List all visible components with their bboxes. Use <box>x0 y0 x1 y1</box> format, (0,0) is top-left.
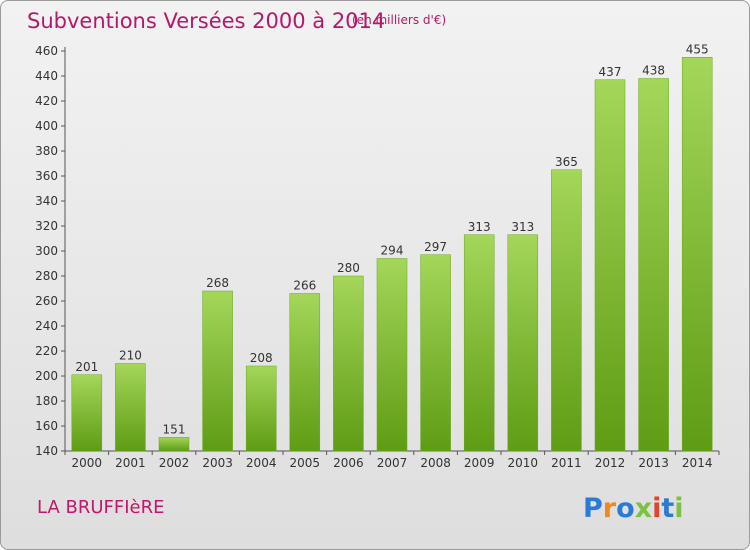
data-label: 280 <box>337 261 360 275</box>
y-tick-label: 420 <box>35 94 58 108</box>
bar <box>376 258 408 452</box>
data-label: 438 <box>642 64 665 78</box>
chart-unit: (en milliers d'€) <box>352 13 447 27</box>
y-tick-label: 360 <box>35 169 58 183</box>
x-tick-label: 2006 <box>333 456 364 470</box>
data-label: 365 <box>555 155 578 169</box>
data-label: 313 <box>468 220 491 234</box>
bar <box>420 254 451 452</box>
data-label: 437 <box>599 65 622 79</box>
commune-name: LA BRUFFIèRE <box>37 497 165 518</box>
chart-title: Subventions Versées 2000 à 2014 <box>27 9 386 33</box>
y-tick-label: 340 <box>35 194 58 208</box>
bar <box>289 293 321 452</box>
x-tick-label: 2003 <box>202 456 233 470</box>
bar <box>681 57 713 452</box>
y-tick-label: 160 <box>35 419 58 433</box>
x-tick-label: 2002 <box>159 456 190 470</box>
bar <box>463 234 495 452</box>
x-tick-label: 2000 <box>72 456 103 470</box>
y-tick-label: 460 <box>35 44 58 58</box>
data-label: 208 <box>250 351 273 365</box>
y-tick-label: 140 <box>35 444 58 458</box>
data-label: 151 <box>163 422 186 436</box>
y-tick-label: 180 <box>35 394 58 408</box>
proxiti-logo: Proxiti <box>583 493 684 524</box>
bar <box>551 169 582 452</box>
y-tick-label: 380 <box>35 144 58 158</box>
x-tick-label: 2005 <box>290 456 321 470</box>
svg-text:Proxiti: Proxiti <box>583 493 684 524</box>
data-label: 266 <box>293 279 316 293</box>
y-tick-label: 220 <box>35 344 58 358</box>
data-label: 455 <box>686 42 709 56</box>
y-tick-label: 260 <box>35 294 58 308</box>
bar <box>594 79 626 452</box>
bar <box>115 363 146 452</box>
y-tick-label: 200 <box>35 369 58 383</box>
y-tick-label: 320 <box>35 219 58 233</box>
bar <box>202 290 233 452</box>
data-label: 210 <box>119 349 142 363</box>
y-tick-label: 240 <box>35 319 58 333</box>
bar <box>638 78 669 452</box>
bars <box>71 57 713 452</box>
x-tick-label: 2001 <box>115 456 146 470</box>
y-tick-label: 440 <box>35 69 58 83</box>
data-label: 294 <box>381 244 404 258</box>
bar <box>333 275 364 452</box>
x-tick-label: 2011 <box>551 456 582 470</box>
y-axis: 140 160 180 200 220 240 260 280 300 320 340 360 380 4… <box>35 44 66 458</box>
y-tick-label: 280 <box>35 269 58 283</box>
x-axis: 2000 2001 2002 2003 2004 2005 2006 2007 2008 2009… <box>64 450 720 470</box>
y-tick-label: 400 <box>35 119 58 133</box>
x-tick-label: 2010 <box>508 456 539 470</box>
x-tick-label: 2009 <box>464 456 495 470</box>
data-label: 313 <box>511 220 534 234</box>
bar <box>507 234 539 452</box>
bar <box>158 437 190 452</box>
x-tick-label: 2007 <box>377 456 408 470</box>
x-tick-label: 2004 <box>246 456 277 470</box>
data-labels: 201 210 151 268 208 266 280 294 297 313 313 365 437 4… <box>75 42 708 436</box>
data-label: 201 <box>75 360 98 374</box>
x-tick-label: 2012 <box>595 456 626 470</box>
x-tick-label: 2014 <box>682 456 713 470</box>
data-label: 268 <box>206 276 229 290</box>
x-tick-label: 2013 <box>638 456 669 470</box>
x-tick-label: 2008 <box>420 456 451 470</box>
y-tick-label: 300 <box>35 244 58 258</box>
bar <box>71 374 103 452</box>
bar <box>245 365 277 452</box>
data-label: 297 <box>424 240 447 254</box>
